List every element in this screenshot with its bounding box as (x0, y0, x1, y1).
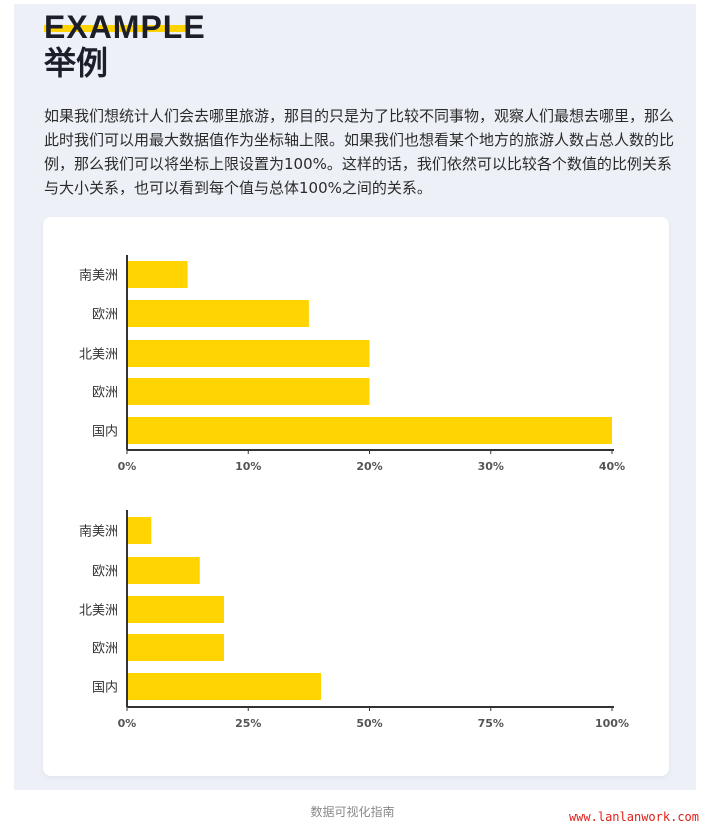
bar (127, 634, 224, 661)
tick-label: 0% (118, 460, 137, 473)
tick-label: 100% (595, 717, 629, 730)
eyebrow-label: EXAMPLE (44, 9, 206, 45)
category-label: 南美洲 (79, 524, 118, 540)
tick-label: 50% (356, 717, 382, 730)
category-label: 欧洲 (92, 565, 118, 580)
tick-label: 20% (356, 460, 382, 473)
tick-label: 75% (478, 717, 504, 730)
bar (127, 417, 612, 444)
category-label: 南美洲 (79, 268, 118, 284)
bar (127, 596, 224, 623)
category-label: 北美洲 (79, 348, 118, 363)
category-label: 国内 (92, 680, 118, 696)
bar (127, 673, 321, 700)
highlight-bar (44, 25, 188, 32)
watermark: www.lanlanwork.com (568, 810, 699, 824)
category-label: 欧洲 (92, 308, 118, 323)
tick-label: 25% (235, 717, 261, 730)
description-paragraph: 如果我们想统计人们会去哪里旅游，那目的只是为了比较不同事物，观察人们最想去哪里，… (44, 107, 675, 197)
tick-label: 0% (118, 717, 137, 730)
category-label: 国内 (92, 424, 118, 440)
footer-caption: 数据可视化指南 (310, 805, 395, 819)
category-label: 欧洲 (92, 642, 118, 657)
category-label: 北美洲 (79, 604, 118, 619)
tick-label: 30% (478, 460, 504, 473)
bar (127, 378, 370, 405)
category-label: 欧洲 (92, 386, 118, 401)
tick-label: 40% (599, 460, 625, 473)
bar (127, 557, 200, 584)
bar (127, 340, 370, 367)
bar (127, 300, 309, 327)
page-title: 举例 (44, 44, 109, 82)
bar (127, 261, 188, 288)
bar (127, 517, 152, 544)
tick-label: 10% (235, 460, 261, 473)
